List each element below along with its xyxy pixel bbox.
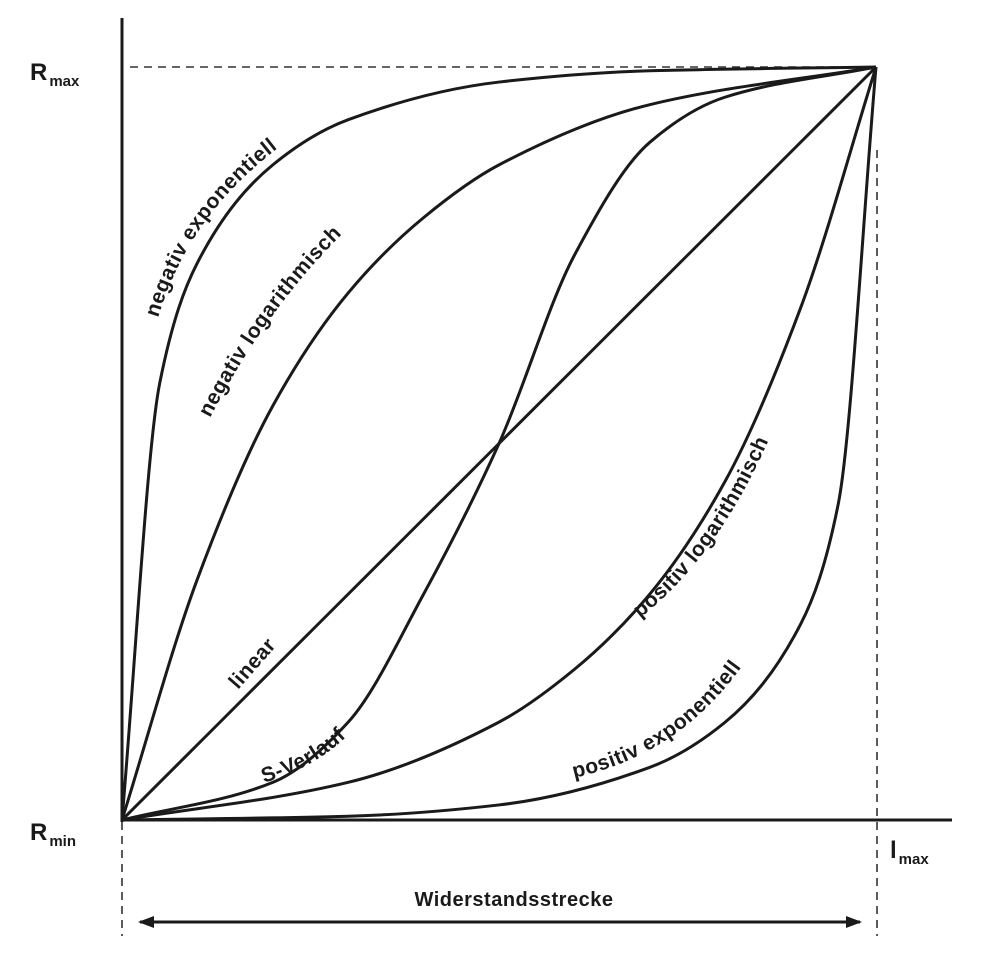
label-rmin-sub: min: [49, 833, 76, 850]
label-rmax-main: R: [30, 59, 47, 86]
label-negativ-exponentiell: negativ exponentiell: [141, 134, 281, 320]
series-group: [120, 65, 878, 822]
label-negativ-logarithmisch: negativ logarithmisch: [194, 221, 346, 420]
series-line-positive-exponential: [121, 66, 878, 822]
series-line-negative-logarithmic: [120, 65, 877, 821]
series-line-negative-exponential: [120, 65, 877, 821]
series-line-s-curve: [121, 65, 877, 822]
label-lmax-main: l: [890, 837, 897, 864]
label-widerstandsstrecke: Widerstandsstrecke: [415, 889, 614, 911]
label-rmax-sub: max: [49, 73, 80, 90]
label-linear: linear: [224, 634, 280, 694]
label-positiv-logarithmisch: positiv logarithmisch: [629, 433, 774, 622]
series-line-positive-logarithmic: [121, 66, 878, 822]
label-rmin-main: R: [30, 819, 47, 846]
label-lmax-sub: max: [899, 851, 930, 868]
label-lmax: l max: [890, 837, 929, 868]
label-s-verlauf: S-Verlauf: [258, 723, 350, 788]
